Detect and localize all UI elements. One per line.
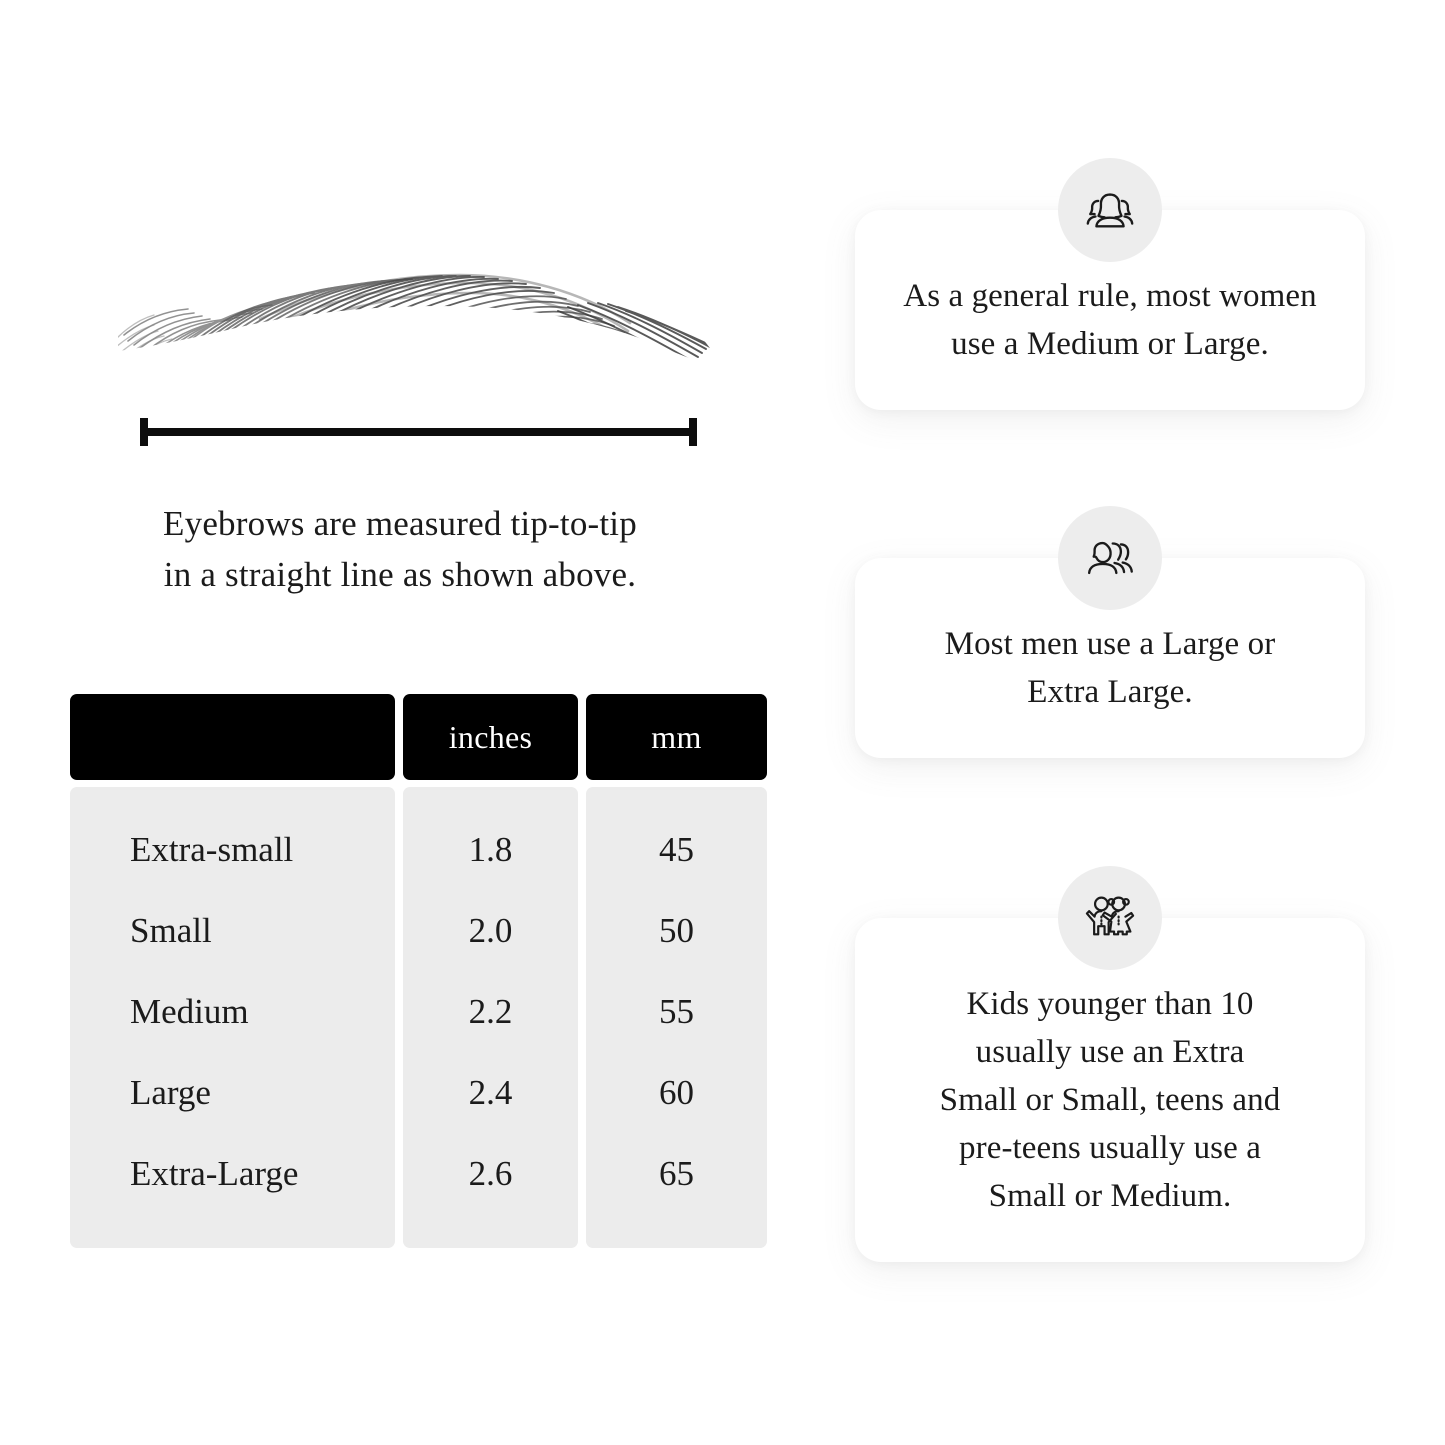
size-table: Extra-small Small Medium Large Extra-Lar… [70,694,767,1248]
card-kids-line-1: Kids younger than 10 [966,986,1254,1022]
table-row: Small [130,910,212,950]
card-kids-line-2: usually use an Extra [975,1034,1245,1070]
info-card-men-body: Most men use a Large or Extra Large. [855,558,1365,758]
men-group-icon [1058,506,1162,610]
measurement-panel: Eyebrows are measured tip-to-tip in a st… [70,215,767,1248]
card-kids-line-5: Small or Medium. [988,1178,1232,1214]
card-women-line-1: As a general rule, most women [903,278,1317,314]
table-column-inches: inches 1.8 2.0 2.2 2.4 2.6 [403,694,578,1248]
table-row: Extra-small [130,829,294,869]
table-row: 55 [659,991,694,1031]
table-body-size: Extra-small Small Medium Large Extra-Lar… [70,787,395,1248]
table-row: 65 [659,1153,694,1193]
eyebrow-illustration-icon [110,215,730,400]
table-row: Medium [130,991,249,1031]
table-column-mm: mm 45 50 55 60 65 [586,694,767,1248]
measurement-caption: Eyebrows are measured tip-to-tip in a st… [70,498,730,600]
table-header-size [70,694,395,780]
caption-line-1: Eyebrows are measured tip-to-tip [163,504,637,543]
caption-line-2: in a straight line as shown above. [163,555,637,594]
info-card-kids-body: Kids younger than 10 usually use an Extr… [855,918,1365,1262]
info-card-men: Most men use a Large or Extra Large. [855,506,1365,758]
table-row: Large [130,1072,211,1112]
info-card-women: As a general rule, most women use a Medi… [855,158,1365,410]
card-men-line-1: Most men use a Large or [944,626,1276,662]
table-header-inches: inches [403,694,578,780]
table-row: 2.2 [468,991,513,1031]
card-kids-line-4: pre-teens usually use a [959,1130,1261,1166]
card-men-line-2: Extra Large. [1027,674,1193,710]
card-kids-line-3: Small or Small, teens and [939,1082,1281,1118]
kids-icon [1058,866,1162,970]
measurement-bar-icon [140,415,697,449]
table-row: 50 [659,910,694,950]
table-body-mm: 45 50 55 60 65 [586,787,767,1248]
table-row: Extra-Large [130,1153,299,1193]
table-header-mm: mm [586,694,767,780]
table-body-inches: 1.8 2.0 2.2 2.4 2.6 [403,787,578,1248]
table-row: 1.8 [468,829,513,869]
table-row: 45 [659,829,694,869]
info-card-kids: Kids younger than 10 usually use an Extr… [855,866,1365,1262]
table-row: 2.4 [468,1072,513,1112]
table-row: 2.0 [468,910,513,950]
recommendation-panel: As a general rule, most women use a Medi… [800,0,1445,1445]
card-women-line-2: use a Medium or Large. [951,326,1269,362]
table-column-size: Extra-small Small Medium Large Extra-Lar… [70,694,395,1248]
women-group-icon [1058,158,1162,262]
table-row: 2.6 [468,1153,513,1193]
table-row: 60 [659,1072,694,1112]
